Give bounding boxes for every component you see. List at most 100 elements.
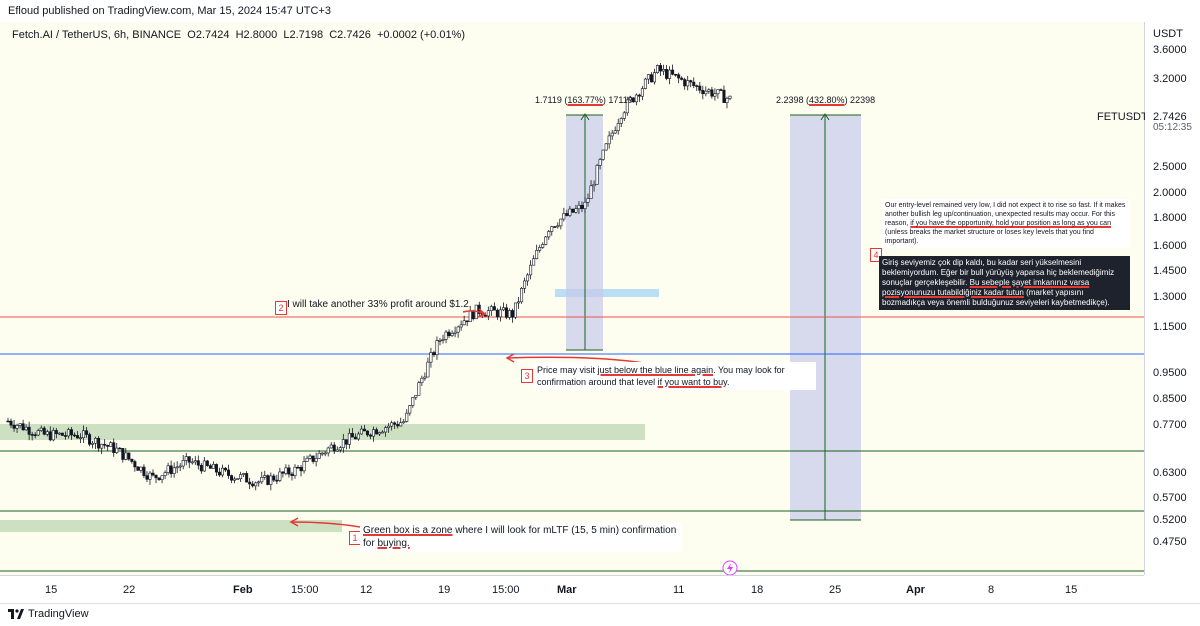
- candle-body: [157, 477, 161, 481]
- candle-body: [668, 69, 672, 79]
- candle-body: [175, 466, 179, 469]
- measure-label-1: 1.7119 (163.77%) 17119: [535, 95, 633, 105]
- candle-body: [184, 456, 188, 461]
- candle-body: [284, 467, 288, 474]
- candle-body: [127, 452, 131, 460]
- time-tick: 11: [673, 584, 685, 596]
- candle-body: [689, 80, 693, 83]
- price-chart[interactable]: [0, 22, 1144, 575]
- candle-body: [634, 94, 638, 103]
- price-label-0.6846: 0.6846: [1153, 445, 1187, 457]
- candle-body: [251, 483, 255, 487]
- candle-body: [341, 439, 345, 449]
- symbol-tag: FETUSDT: [1097, 111, 1148, 123]
- candle-body: [27, 426, 31, 435]
- candle-body: [302, 461, 306, 472]
- symbol-legend[interactable]: Fetch.AI / TetherUS, 6h, BINANCE O2.7424…: [12, 29, 465, 41]
- candle-body: [613, 130, 617, 134]
- chart-area[interactable]: 1.7119 (163.77%) 17119 2.2398 (432.80%) …: [0, 22, 1144, 575]
- candle-body: [444, 331, 448, 340]
- price-tick: 1.3000: [1153, 291, 1187, 303]
- candle-body: [459, 324, 463, 328]
- candle-body: [719, 89, 723, 91]
- time-tick: Feb: [233, 584, 253, 596]
- candle-body: [586, 198, 590, 203]
- note-4-turkish: Giriş seviyemiz çok dip kaldı, bu kadar …: [879, 256, 1130, 310]
- candle-body: [112, 442, 116, 453]
- candle-body: [296, 466, 300, 469]
- candle-body: [60, 432, 64, 436]
- candle-body: [393, 422, 397, 425]
- candle-body: [63, 435, 67, 437]
- price-axis[interactable]: USDT 3.6000 3.2000 2.5000 2.0000 1.8000 …: [1097, 22, 1200, 577]
- tradingview-brand[interactable]: TradingView: [8, 608, 89, 620]
- candle-body: [619, 118, 623, 124]
- candle-body: [145, 475, 149, 480]
- price-tick: 1.4500: [1153, 265, 1187, 277]
- price-label-1.1985: 1.1985: [1153, 311, 1187, 323]
- candle-body: [504, 307, 508, 318]
- candle-body: [568, 208, 572, 216]
- candle-body: [652, 72, 656, 83]
- candle-body: [486, 310, 490, 317]
- candle-body: [97, 437, 101, 449]
- candle-body: [91, 442, 95, 445]
- change-value: +0.0002 (+0.01%): [376, 29, 466, 41]
- footer: TradingView: [0, 603, 1200, 626]
- candle-body: [30, 434, 34, 436]
- measure-arrow-1-head: [580, 113, 590, 121]
- currency-label: USDT: [1153, 28, 1183, 40]
- open-value: O2.7424: [187, 29, 230, 41]
- candle-body: [405, 412, 409, 422]
- candle-body: [329, 444, 333, 449]
- candle-body: [48, 431, 52, 441]
- candle-body: [196, 460, 200, 466]
- candle-body: [39, 427, 43, 431]
- candle-body: [643, 78, 647, 89]
- candle-body: [172, 467, 176, 474]
- note-2-number: 2: [275, 301, 287, 315]
- candle-body: [655, 65, 659, 73]
- candle-body: [495, 309, 499, 318]
- top-bar: Efloud published on TradingView.com, Mar…: [0, 0, 1200, 23]
- candle-body: [193, 460, 197, 463]
- price-tick: 0.8500: [1153, 393, 1187, 405]
- candle-body: [24, 426, 28, 431]
- candle-body: [260, 477, 264, 483]
- candle-body: [163, 472, 167, 476]
- candle-body: [468, 310, 472, 323]
- candle-body: [335, 449, 339, 452]
- time-tick: 12: [360, 584, 373, 596]
- candle-body: [674, 73, 678, 76]
- measure-label-2: 2.2398 (432.80%) 22398: [776, 95, 876, 105]
- candle-body: [598, 159, 602, 166]
- candle-body: [492, 306, 496, 311]
- time-tick: 25: [829, 584, 842, 596]
- candle-body: [580, 204, 584, 209]
- candle-body: [332, 444, 336, 452]
- candle-body: [115, 447, 119, 453]
- time-axis[interactable]: 15 22 Feb 15:00 12 19 15:00 Mar 11 18 25…: [0, 575, 1144, 604]
- current-price-label: 2.7426: [1145, 110, 1200, 124]
- candle-body: [456, 326, 460, 333]
- candle-body: [665, 69, 669, 79]
- candle-body: [233, 478, 237, 481]
- candle-body: [529, 264, 533, 276]
- candle-body: [589, 185, 593, 199]
- candle-body: [230, 475, 234, 481]
- candle-body: [544, 236, 548, 245]
- candle-body: [18, 423, 22, 426]
- time-tick: 15:00: [492, 584, 520, 596]
- brand-text: TradingView: [28, 608, 89, 620]
- candle-body: [420, 377, 424, 384]
- candle-body: [716, 89, 720, 95]
- candle-body: [323, 452, 327, 455]
- tradingview-logo-icon: [8, 609, 24, 619]
- price-tick: 3.6000: [1153, 44, 1187, 56]
- candle-body: [54, 430, 58, 434]
- candle-body: [662, 69, 666, 72]
- candle-body: [299, 467, 303, 472]
- candle-body: [417, 382, 421, 396]
- candle-body: [148, 472, 152, 480]
- note-4-english: Our entry-level remained very low, I did…: [882, 199, 1130, 248]
